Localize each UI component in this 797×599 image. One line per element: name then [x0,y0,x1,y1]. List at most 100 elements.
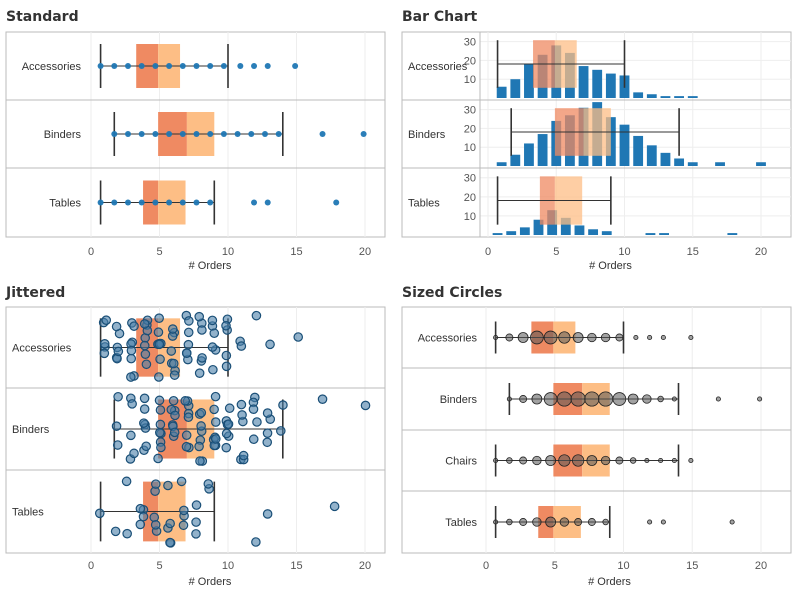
histogram-bar [619,124,630,166]
data-point [207,199,214,206]
data-point [657,395,664,403]
data-point [138,511,149,522]
category-label: Chairs [445,456,477,468]
data-point [278,400,288,410]
data-point [150,520,161,530]
data-point [135,519,146,530]
x-tick-label: 20 [359,246,371,258]
x-tick-label: 20 [755,560,767,572]
data-point [169,370,180,380]
data-point [275,131,282,137]
x-tick-label: 5 [156,246,162,258]
histogram-bar [592,69,603,98]
data-point [660,519,666,525]
chart-panel-2: Jittered 0 5 10 15 20 # Orders Accessories Binde… [5,285,386,588]
data-point [183,327,194,338]
data-point [262,437,273,448]
data-point [210,417,221,427]
histogram-bar [687,96,698,98]
y-tick-label: 10 [464,211,476,223]
data-point [329,501,340,512]
histogram-bar [645,233,656,235]
histogram-bar [715,162,725,166]
category-label: Binders [408,129,446,141]
data-point [658,457,664,464]
histogram-bar [659,233,669,235]
data-point [179,63,186,69]
data-point [317,394,328,404]
data-point [168,358,179,369]
category-label: Accessories [22,61,82,73]
histogram-bar [578,66,589,98]
data-point [598,391,614,407]
data-point [111,421,122,432]
data-point [141,441,151,452]
histogram-bar [533,219,544,235]
data-point [194,311,205,322]
histogram-bar [674,96,685,98]
data-point [139,319,150,329]
data-point [153,372,164,382]
category-group: Binders [402,367,791,415]
y-tick-label: 30 [464,173,476,185]
data-point [207,342,218,352]
data-point [170,410,180,421]
data-point [265,339,275,350]
data-point [163,480,173,491]
data-point [207,63,214,69]
x-tick-label: 15 [290,560,302,572]
data-point [193,199,200,206]
data-point [671,457,677,464]
data-point [612,392,627,406]
data-point [715,396,721,402]
x-axis-title: # Orders [189,260,232,272]
y-tick-label: 30 [464,105,476,117]
x-tick-label: 20 [359,560,371,572]
x-tick-label: 10 [617,560,629,572]
histogram-bar [496,162,507,166]
chart-title: Bar Chart [402,9,477,25]
data-point [111,321,122,332]
data-point [262,509,273,519]
data-point [262,428,273,438]
data-point [602,518,609,526]
category-label: Tables [12,507,44,519]
data-point [183,412,194,423]
x-tick-label: 5 [552,560,558,572]
y-tick-label: 10 [464,142,476,154]
data-point [152,63,159,69]
data-point [251,199,258,206]
data-point [221,428,232,439]
y-tick-label: 20 [464,55,476,67]
data-point [360,400,371,411]
data-point [194,368,205,378]
data-point [124,63,131,69]
histogram-bar [646,145,657,166]
data-point [155,419,166,430]
data-point [251,537,261,547]
data-point [155,427,165,438]
data-point [140,349,151,359]
histogram-bar [510,79,521,98]
x-tick-label: 10 [222,560,234,572]
x-tick-label: 5 [553,246,559,258]
data-point [531,393,543,405]
data-point [138,63,145,69]
histogram-bar [588,229,599,235]
data-point [556,391,572,407]
data-point [493,519,499,525]
data-point [530,330,544,345]
data-point [600,332,611,343]
data-point [558,454,571,467]
y-tick-label: 30 [464,37,476,49]
chart-title: Jittered [5,285,65,301]
x-tick-label: 0 [88,246,94,258]
data-point [101,315,112,325]
data-point [94,508,105,519]
category-group: Accessories [12,310,304,382]
data-point [688,457,694,464]
category-group: Tables [6,469,385,548]
data-point [574,518,583,526]
data-point [127,399,137,409]
x-tick-label: 0 [485,246,491,258]
